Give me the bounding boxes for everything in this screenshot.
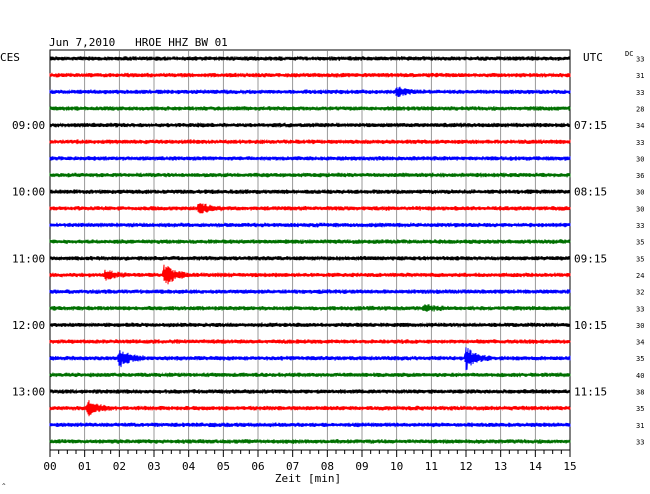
seismogram-trace <box>49 188 571 195</box>
x-tick-label: 04 <box>182 460 196 473</box>
dc-value: 33 <box>636 89 644 97</box>
dc-value: 38 <box>636 389 644 397</box>
x-axis-title: Zeit [min] <box>275 472 341 485</box>
dc-value: 24 <box>636 272 644 280</box>
dc-value: 35 <box>636 355 644 363</box>
right-hour-label: 07:15 <box>574 119 607 132</box>
right-hour-labels: 07:15 08:15 09:15 10:15 11:15 <box>574 119 607 398</box>
x-tick-label: 00 <box>43 460 56 473</box>
dc-value: 36 <box>636 172 644 180</box>
seismogram-trace <box>49 388 571 395</box>
x-tick-label: 01 <box>78 460 91 473</box>
seismogram-trace <box>49 400 571 417</box>
plot-grid <box>49 49 571 451</box>
dc-value: 33 <box>636 139 644 147</box>
corner-mark: ^ <box>2 483 6 490</box>
dc-value: 35 <box>636 255 644 263</box>
seismogram-trace <box>49 122 571 129</box>
dc-values: 33 31 33 28 34 33 30 36 30 30 33 35 35 24 32 33 30 34 35 40… <box>636 56 644 447</box>
dc-value: 30 <box>636 205 644 213</box>
dc-value: 30 <box>636 322 644 330</box>
right-timezone-label: UTC <box>583 51 603 64</box>
left-hour-label: 09:00 <box>12 119 45 132</box>
right-hour-label: 09:15 <box>574 252 607 265</box>
seismogram-trace <box>49 321 571 328</box>
seismogram-trace <box>49 203 571 214</box>
left-hour-labels: 09:00 10:00 11:00 12:00 13:00 <box>12 119 45 398</box>
seismogram-trace <box>49 338 571 345</box>
seismogram-trace <box>49 72 571 79</box>
dc-header-label: DC <box>625 50 633 58</box>
x-tick-label: 06 <box>251 460 264 473</box>
x-tick-label: 10 <box>390 460 403 473</box>
seismogram-trace <box>49 288 571 295</box>
seismogram-trace <box>49 347 571 371</box>
seismogram-trace <box>49 138 571 145</box>
x-tick-label: 02 <box>113 460 126 473</box>
left-hour-label: 13:00 <box>12 386 45 399</box>
left-hour-label: 10:00 <box>12 186 45 199</box>
seismogram-trace <box>49 264 571 285</box>
left-hour-label: 12:00 <box>12 319 45 332</box>
seismogram-trace <box>49 438 571 445</box>
x-axis: 00 01 02 03 04 05 06 07 08 09 10 11 12 13 14 15 <box>43 450 577 473</box>
seismogram-trace <box>49 238 571 245</box>
dc-value: 30 <box>636 189 644 197</box>
right-hour-label: 11:15 <box>574 386 607 399</box>
dc-value: 34 <box>636 122 644 130</box>
left-hour-label: 11:00 <box>12 252 45 265</box>
dc-value: 40 <box>636 372 644 380</box>
dc-value: 32 <box>636 289 644 297</box>
right-hour-label: 08:15 <box>574 186 607 199</box>
x-tick-label: 15 <box>563 460 576 473</box>
x-tick-label: 05 <box>217 460 230 473</box>
seismogram-trace <box>49 55 571 62</box>
x-tick-label: 11 <box>425 460 438 473</box>
x-tick-label: 12 <box>459 460 472 473</box>
x-tick-label: 03 <box>147 460 160 473</box>
seismogram-trace <box>49 371 571 378</box>
left-timezone-label: CES <box>0 51 20 64</box>
x-tick-label: 07 <box>286 460 299 473</box>
dc-value: 33 <box>636 222 644 230</box>
dc-value: 31 <box>636 72 644 80</box>
dc-value: 31 <box>636 422 644 430</box>
chart-title: Jun 7,2010 HROE HHZ BW 01 <box>49 36 228 49</box>
seismogram-trace <box>49 255 571 262</box>
right-hour-label: 10:15 <box>574 319 607 332</box>
x-tick-label: 14 <box>529 460 543 473</box>
seismogram-trace <box>49 172 571 178</box>
dc-value: 33 <box>636 305 644 313</box>
seismogram-trace <box>49 155 571 162</box>
seismogram-trace <box>49 421 571 428</box>
seismogram-trace <box>49 86 571 98</box>
dc-value: 30 <box>636 155 644 163</box>
seismogram-trace <box>49 222 571 228</box>
x-tick-label: 08 <box>321 460 334 473</box>
x-tick-label: 09 <box>355 460 368 473</box>
seismogram-traces <box>49 55 571 445</box>
dc-value: 35 <box>636 239 644 247</box>
x-tick-label: 13 <box>494 460 507 473</box>
dc-value: 34 <box>636 339 644 347</box>
dc-value: 33 <box>636 56 644 64</box>
seismogram-trace <box>49 105 571 112</box>
dc-value: 28 <box>636 105 644 113</box>
dc-value: 35 <box>636 405 644 413</box>
dc-value: 33 <box>636 438 644 446</box>
seismogram-trace <box>49 304 571 312</box>
